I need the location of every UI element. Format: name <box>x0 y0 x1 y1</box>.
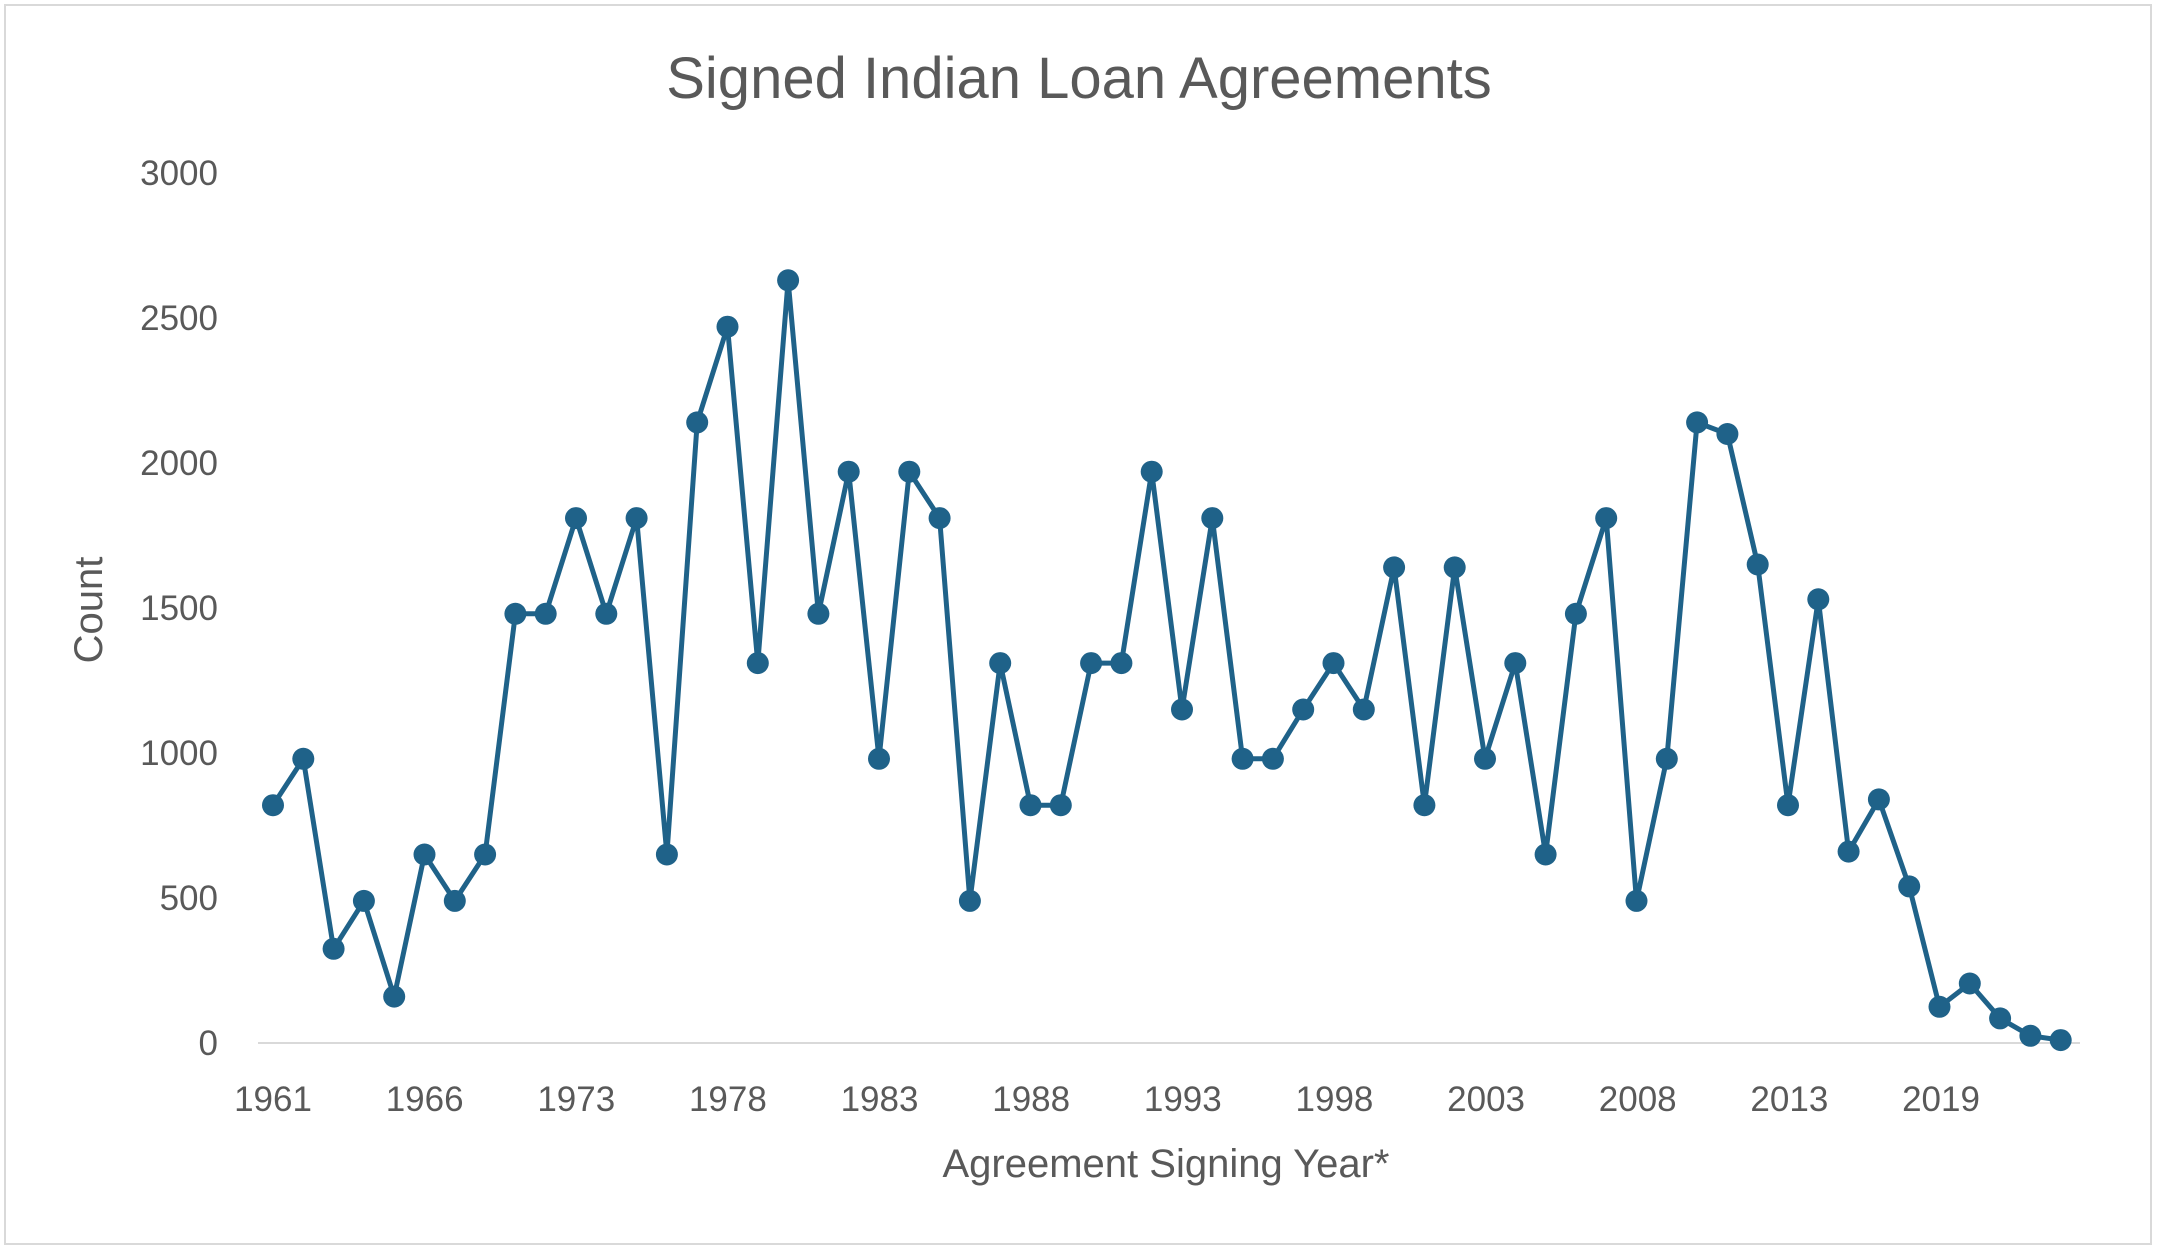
data-point <box>1504 652 1527 675</box>
data-point <box>1746 553 1769 576</box>
x-tick-label: 2013 <box>1750 1080 1828 1119</box>
data-point <box>746 652 769 675</box>
data-point <box>1686 411 1709 434</box>
x-tick-label: 1973 <box>537 1080 615 1119</box>
data-point <box>958 889 981 912</box>
x-axis-ticks: 1961 1966 1973 1978 1983 1988 1993 1998 2003 2008… <box>234 1080 1980 1119</box>
data-point <box>655 843 678 866</box>
data-point <box>1655 747 1678 770</box>
x-tick-label: 2008 <box>1599 1080 1677 1119</box>
data-point <box>1534 843 1557 866</box>
data-point <box>262 794 284 817</box>
data-point <box>1292 698 1315 721</box>
data-point <box>1564 602 1587 625</box>
data-point <box>1807 588 1830 611</box>
data-point <box>292 747 315 770</box>
data-point <box>1625 889 1648 912</box>
data-point <box>1898 875 1921 898</box>
data-point <box>1352 698 1375 721</box>
data-point <box>1413 794 1436 817</box>
data-point <box>534 602 557 625</box>
data-points <box>262 269 2072 1052</box>
data-point <box>1837 840 1860 863</box>
y-axis-ticks: 0 500 1000 1500 2000 2500 3000 <box>140 154 218 1063</box>
data-point <box>1080 652 1103 675</box>
chart-title: Signed Indian Loan Agreements <box>666 46 1492 111</box>
data-point <box>989 652 1012 675</box>
x-tick-label: 1993 <box>1144 1080 1222 1119</box>
data-point <box>807 602 830 625</box>
data-point <box>1261 747 1284 770</box>
x-tick-label: 1983 <box>841 1080 919 1119</box>
data-point <box>1443 556 1466 579</box>
data-point <box>1716 423 1739 445</box>
data-point <box>595 602 618 625</box>
data-point <box>868 747 890 770</box>
data-point <box>686 411 709 434</box>
data-point <box>1595 507 1618 530</box>
series-line <box>270 277 2062 1043</box>
data-point <box>1110 652 1133 675</box>
data-point <box>383 985 406 1008</box>
x-axis-title: Agreement Signing Year* <box>943 1142 1390 1186</box>
data-point <box>1474 747 1496 770</box>
data-point <box>2049 1029 2072 1052</box>
x-tick-label: 2019 <box>1902 1080 1980 1119</box>
data-point <box>1928 995 1951 1018</box>
data-point <box>625 507 648 530</box>
x-tick-label: 2003 <box>1447 1080 1525 1119</box>
data-point <box>837 460 860 483</box>
data-point <box>1201 507 1224 530</box>
data-point <box>2019 1024 2042 1047</box>
data-point <box>1989 1007 2012 1030</box>
y-tick-label: 1500 <box>140 589 218 628</box>
data-point <box>928 507 951 530</box>
x-tick-label: 1966 <box>386 1080 464 1119</box>
data-point <box>1958 972 1981 995</box>
data-point <box>1231 747 1254 770</box>
y-tick-label: 3000 <box>140 154 218 193</box>
data-point <box>352 889 375 912</box>
data-point <box>413 843 436 866</box>
data-point <box>1140 460 1163 483</box>
data-point <box>565 507 587 530</box>
data-point <box>1322 652 1345 675</box>
y-tick-label: 500 <box>160 879 218 918</box>
data-point <box>1867 788 1890 811</box>
x-tick-label: 1988 <box>992 1080 1070 1119</box>
data-point <box>474 843 497 866</box>
data-point <box>1019 794 1042 817</box>
data-point <box>1383 556 1406 579</box>
x-tick-label: 1998 <box>1296 1080 1374 1119</box>
data-point <box>777 269 800 292</box>
data-point <box>1777 794 1799 817</box>
data-point <box>1049 794 1072 817</box>
data-point <box>898 460 921 483</box>
data-point <box>716 315 739 338</box>
data-point <box>322 937 345 960</box>
data-point <box>1171 698 1193 721</box>
y-tick-label: 2500 <box>140 299 218 338</box>
y-tick-label: 1000 <box>140 734 218 773</box>
y-tick-label: 2000 <box>140 444 218 483</box>
x-tick-label: 1961 <box>234 1080 312 1119</box>
data-point <box>504 602 527 625</box>
chart-frame <box>4 4 2152 1245</box>
y-axis-title: Count <box>67 557 111 664</box>
y-tick-label: 0 <box>199 1024 218 1063</box>
data-point <box>443 889 466 912</box>
x-tick-label: 1978 <box>689 1080 767 1119</box>
